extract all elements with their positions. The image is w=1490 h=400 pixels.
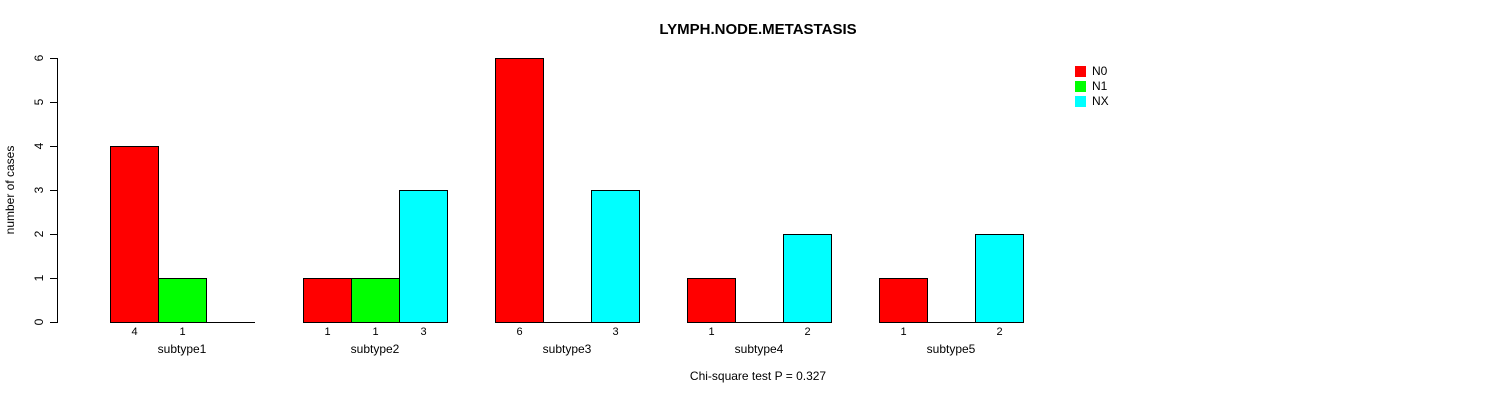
legend-swatch-n0 <box>1075 66 1086 77</box>
bar-nx-subtype1-zero <box>206 322 255 323</box>
bar-nx-subtype3 <box>591 190 640 323</box>
x-axis-category-label: subtype4 <box>734 342 784 356</box>
bar-value-label: 2 <box>804 326 811 338</box>
bar-value-label: 4 <box>131 326 138 338</box>
bar-value-label: 1 <box>372 326 379 338</box>
legend-entry-n0: N0 <box>1075 64 1109 79</box>
y-axis-tick-label: 6 <box>32 54 46 62</box>
x-axis-category-label: subtype2 <box>350 342 400 356</box>
chi-square-caption: Chi-square test P = 0.327 <box>689 369 827 383</box>
bar-n1-subtype1 <box>158 278 207 323</box>
y-axis-tick <box>50 190 57 191</box>
y-axis-tick-label: 2 <box>32 230 46 238</box>
bar-value-label: 3 <box>420 326 427 338</box>
y-axis-tick-label: 1 <box>32 274 46 282</box>
bar-value-label: 1 <box>324 326 331 338</box>
legend-swatch-nx <box>1075 96 1086 107</box>
legend-swatch-n1 <box>1075 81 1086 92</box>
legend-entry-n1: N1 <box>1075 79 1109 94</box>
x-axis-category-label: subtype5 <box>926 342 976 356</box>
bar-n0-subtype4 <box>687 278 736 323</box>
y-axis-tick <box>50 234 57 235</box>
bar-value-label: 1 <box>708 326 715 338</box>
y-axis-tick <box>50 146 57 147</box>
y-axis-tick-label: 4 <box>32 142 46 150</box>
chart-title: LYMPH.NODE.METASTASIS <box>659 21 857 38</box>
bar-nx-subtype4 <box>783 234 832 323</box>
y-axis-tick <box>50 58 57 59</box>
bar-nx-subtype2 <box>399 190 448 323</box>
chart-legend: N0 N1 NX <box>1075 64 1109 109</box>
legend-label-n1: N1 <box>1092 79 1108 93</box>
bar-value-label: 1 <box>900 326 907 338</box>
bar-value-label: 3 <box>612 326 619 338</box>
y-axis-tick <box>50 278 57 279</box>
legend-label-nx: NX <box>1092 94 1109 108</box>
y-axis-tick-label: 0 <box>32 318 46 326</box>
legend-label-n0: N0 <box>1092 64 1108 78</box>
bar-value-label: 1 <box>179 326 186 338</box>
y-axis-tick <box>50 102 57 103</box>
y-axis-line <box>57 58 58 323</box>
y-axis-tick-label: 5 <box>32 98 46 106</box>
y-axis-tick-label: 3 <box>32 186 46 194</box>
bar-value-label: 6 <box>516 326 523 338</box>
legend-entry-nx: NX <box>1075 94 1109 109</box>
x-axis-category-label: subtype1 <box>157 342 207 356</box>
bar-n1-subtype4-zero <box>735 322 784 323</box>
bar-nx-subtype5 <box>975 234 1024 323</box>
bar-n0-subtype2 <box>303 278 352 323</box>
bar-value-label: 2 <box>996 326 1003 338</box>
bar-n1-subtype3-zero <box>543 322 592 323</box>
bar-n0-subtype1 <box>110 146 159 323</box>
bar-n0-subtype3 <box>495 58 544 323</box>
bar-n1-subtype5-zero <box>927 322 976 323</box>
y-axis-tick <box>50 322 57 323</box>
bar-n1-subtype2 <box>351 278 400 323</box>
bar-n0-subtype5 <box>879 278 928 323</box>
x-axis-category-label: subtype3 <box>542 342 592 356</box>
